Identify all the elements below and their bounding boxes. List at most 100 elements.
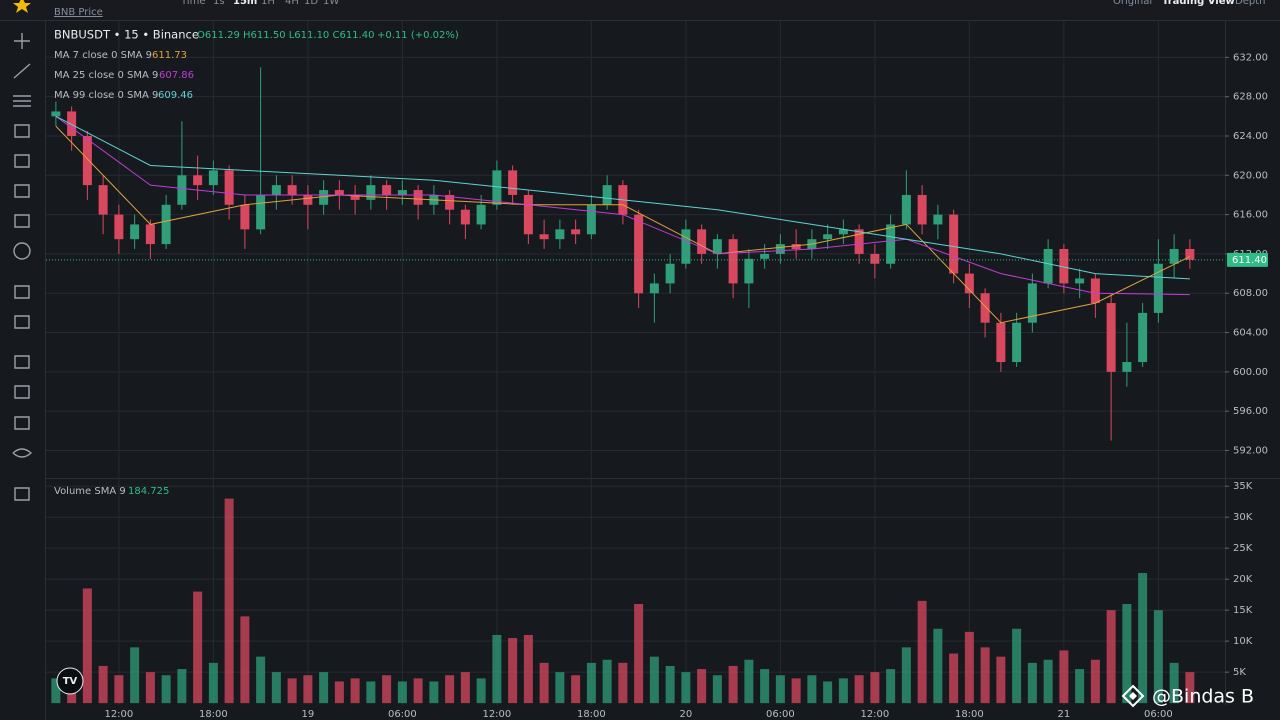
volume-bar — [980, 647, 990, 704]
x-tick-label: 18:00 — [577, 709, 606, 720]
candle-body — [870, 253, 880, 264]
tool-icon — [14, 385, 30, 399]
candle-body — [445, 194, 455, 210]
tool-button[interactable] — [14, 184, 30, 198]
ma-legend-name: MA 7 close 0 SMA 9 — [54, 50, 152, 61]
y-tick-label: 624.00 — [1233, 131, 1268, 142]
view-tab[interactable]: Depth — [1235, 0, 1265, 7]
candle-body — [98, 185, 108, 215]
candle-body — [1075, 278, 1085, 284]
volume-bar — [823, 681, 833, 704]
candle-body — [665, 263, 675, 284]
candle-body — [350, 194, 360, 200]
ma-legend-name: MA 99 close 0 SMA 9 — [54, 90, 158, 101]
volume-bar — [1027, 662, 1037, 704]
volume-bar — [114, 675, 124, 704]
tool-button[interactable] — [13, 242, 31, 260]
volume-bar — [886, 669, 896, 704]
candle-body — [571, 229, 581, 235]
candle-body — [67, 111, 77, 136]
tool-button[interactable] — [14, 355, 30, 369]
candle-body — [996, 322, 1006, 363]
volume-bar — [413, 678, 423, 704]
y-tick-label: 620.00 — [1233, 170, 1268, 181]
tool-button[interactable] — [14, 154, 30, 168]
tool-button[interactable] — [14, 416, 30, 430]
tool-button[interactable] — [13, 63, 31, 79]
volume-bar — [681, 672, 691, 704]
y-tick-label: 592.00 — [1233, 445, 1268, 456]
view-tab[interactable]: Original — [1113, 0, 1152, 7]
ma-legend-value: 607.86 — [159, 70, 194, 81]
volume-bar — [854, 675, 864, 704]
tool-button[interactable] — [14, 285, 30, 299]
candle-body — [1138, 312, 1148, 363]
tool-button[interactable] — [14, 487, 30, 501]
interval-tab[interactable]: 15m — [233, 0, 257, 7]
volume-bar — [287, 678, 297, 704]
x-tick-label: 19 — [302, 709, 315, 720]
candle-body — [319, 190, 329, 205]
tool-icon — [12, 448, 33, 458]
tool-button[interactable] — [12, 448, 33, 458]
volume-bar — [161, 675, 171, 704]
tool-button[interactable] — [14, 214, 30, 228]
candle-body — [303, 194, 313, 205]
candle-body — [917, 194, 927, 225]
volume-bar — [271, 672, 281, 704]
volume-bar — [1043, 659, 1053, 704]
volume-bar — [1122, 603, 1132, 704]
volume-bar — [917, 600, 927, 704]
interval-tab[interactable]: 4H — [285, 0, 299, 7]
volume-tick-label: 5K — [1233, 667, 1246, 678]
candle-body — [161, 204, 171, 245]
volume-bar — [240, 616, 250, 704]
volume-bar — [760, 669, 770, 704]
candle-body — [130, 224, 140, 240]
tv-logo-mark: TV — [63, 676, 78, 687]
watermark: @Bindas B — [1152, 686, 1254, 708]
volume-bar — [1153, 610, 1163, 704]
volume-bar — [996, 656, 1006, 704]
interval-tab[interactable]: 1s — [213, 0, 225, 7]
y-tick-label: 604.00 — [1233, 328, 1268, 339]
tool-button[interactable] — [13, 95, 31, 107]
tool-icon — [13, 63, 31, 79]
volume-bar — [460, 672, 470, 704]
tool-button[interactable] — [14, 315, 30, 329]
volume-bar — [130, 647, 140, 704]
interval-bar: Time 1s 15m 1H 4H 1D 1W — [180, 0, 339, 7]
tool-icon — [14, 184, 30, 198]
candle-body — [82, 135, 92, 186]
interval-tab[interactable]: Time — [180, 0, 205, 7]
tool-button[interactable] — [14, 124, 30, 138]
interval-tab[interactable]: 1H — [261, 0, 275, 7]
volume-bar — [807, 675, 817, 704]
ma-line — [55, 115, 1190, 280]
candle-body — [1185, 249, 1195, 260]
tool-icon — [14, 487, 30, 501]
candle-body — [287, 185, 297, 195]
candle-body — [208, 170, 218, 186]
drawing-toolbar — [12, 33, 33, 501]
volume-tick-label: 20K — [1233, 574, 1253, 585]
tv-logo[interactable] — [56, 667, 84, 695]
ma-line — [55, 125, 1191, 324]
interval-tab[interactable]: 1D — [304, 0, 318, 7]
tool-button[interactable] — [14, 385, 30, 399]
candle-body — [539, 234, 549, 240]
favorite-star[interactable] — [13, 0, 31, 13]
volume-bar — [145, 672, 155, 704]
x-tick-label: 20 — [680, 709, 693, 720]
volume-bar — [208, 662, 218, 704]
view-tab[interactable]: Trading View — [1162, 0, 1235, 7]
price-link[interactable]: BNB Price — [54, 7, 103, 18]
tool-button[interactable] — [14, 33, 30, 49]
candle-body — [476, 204, 486, 225]
interval-tab[interactable]: 1W — [323, 0, 339, 7]
y-tick-label: 600.00 — [1233, 367, 1268, 378]
candle-body — [145, 224, 155, 245]
volume-bar — [303, 675, 313, 704]
ma-legend-name: MA 25 close 0 SMA 9 — [54, 70, 158, 81]
